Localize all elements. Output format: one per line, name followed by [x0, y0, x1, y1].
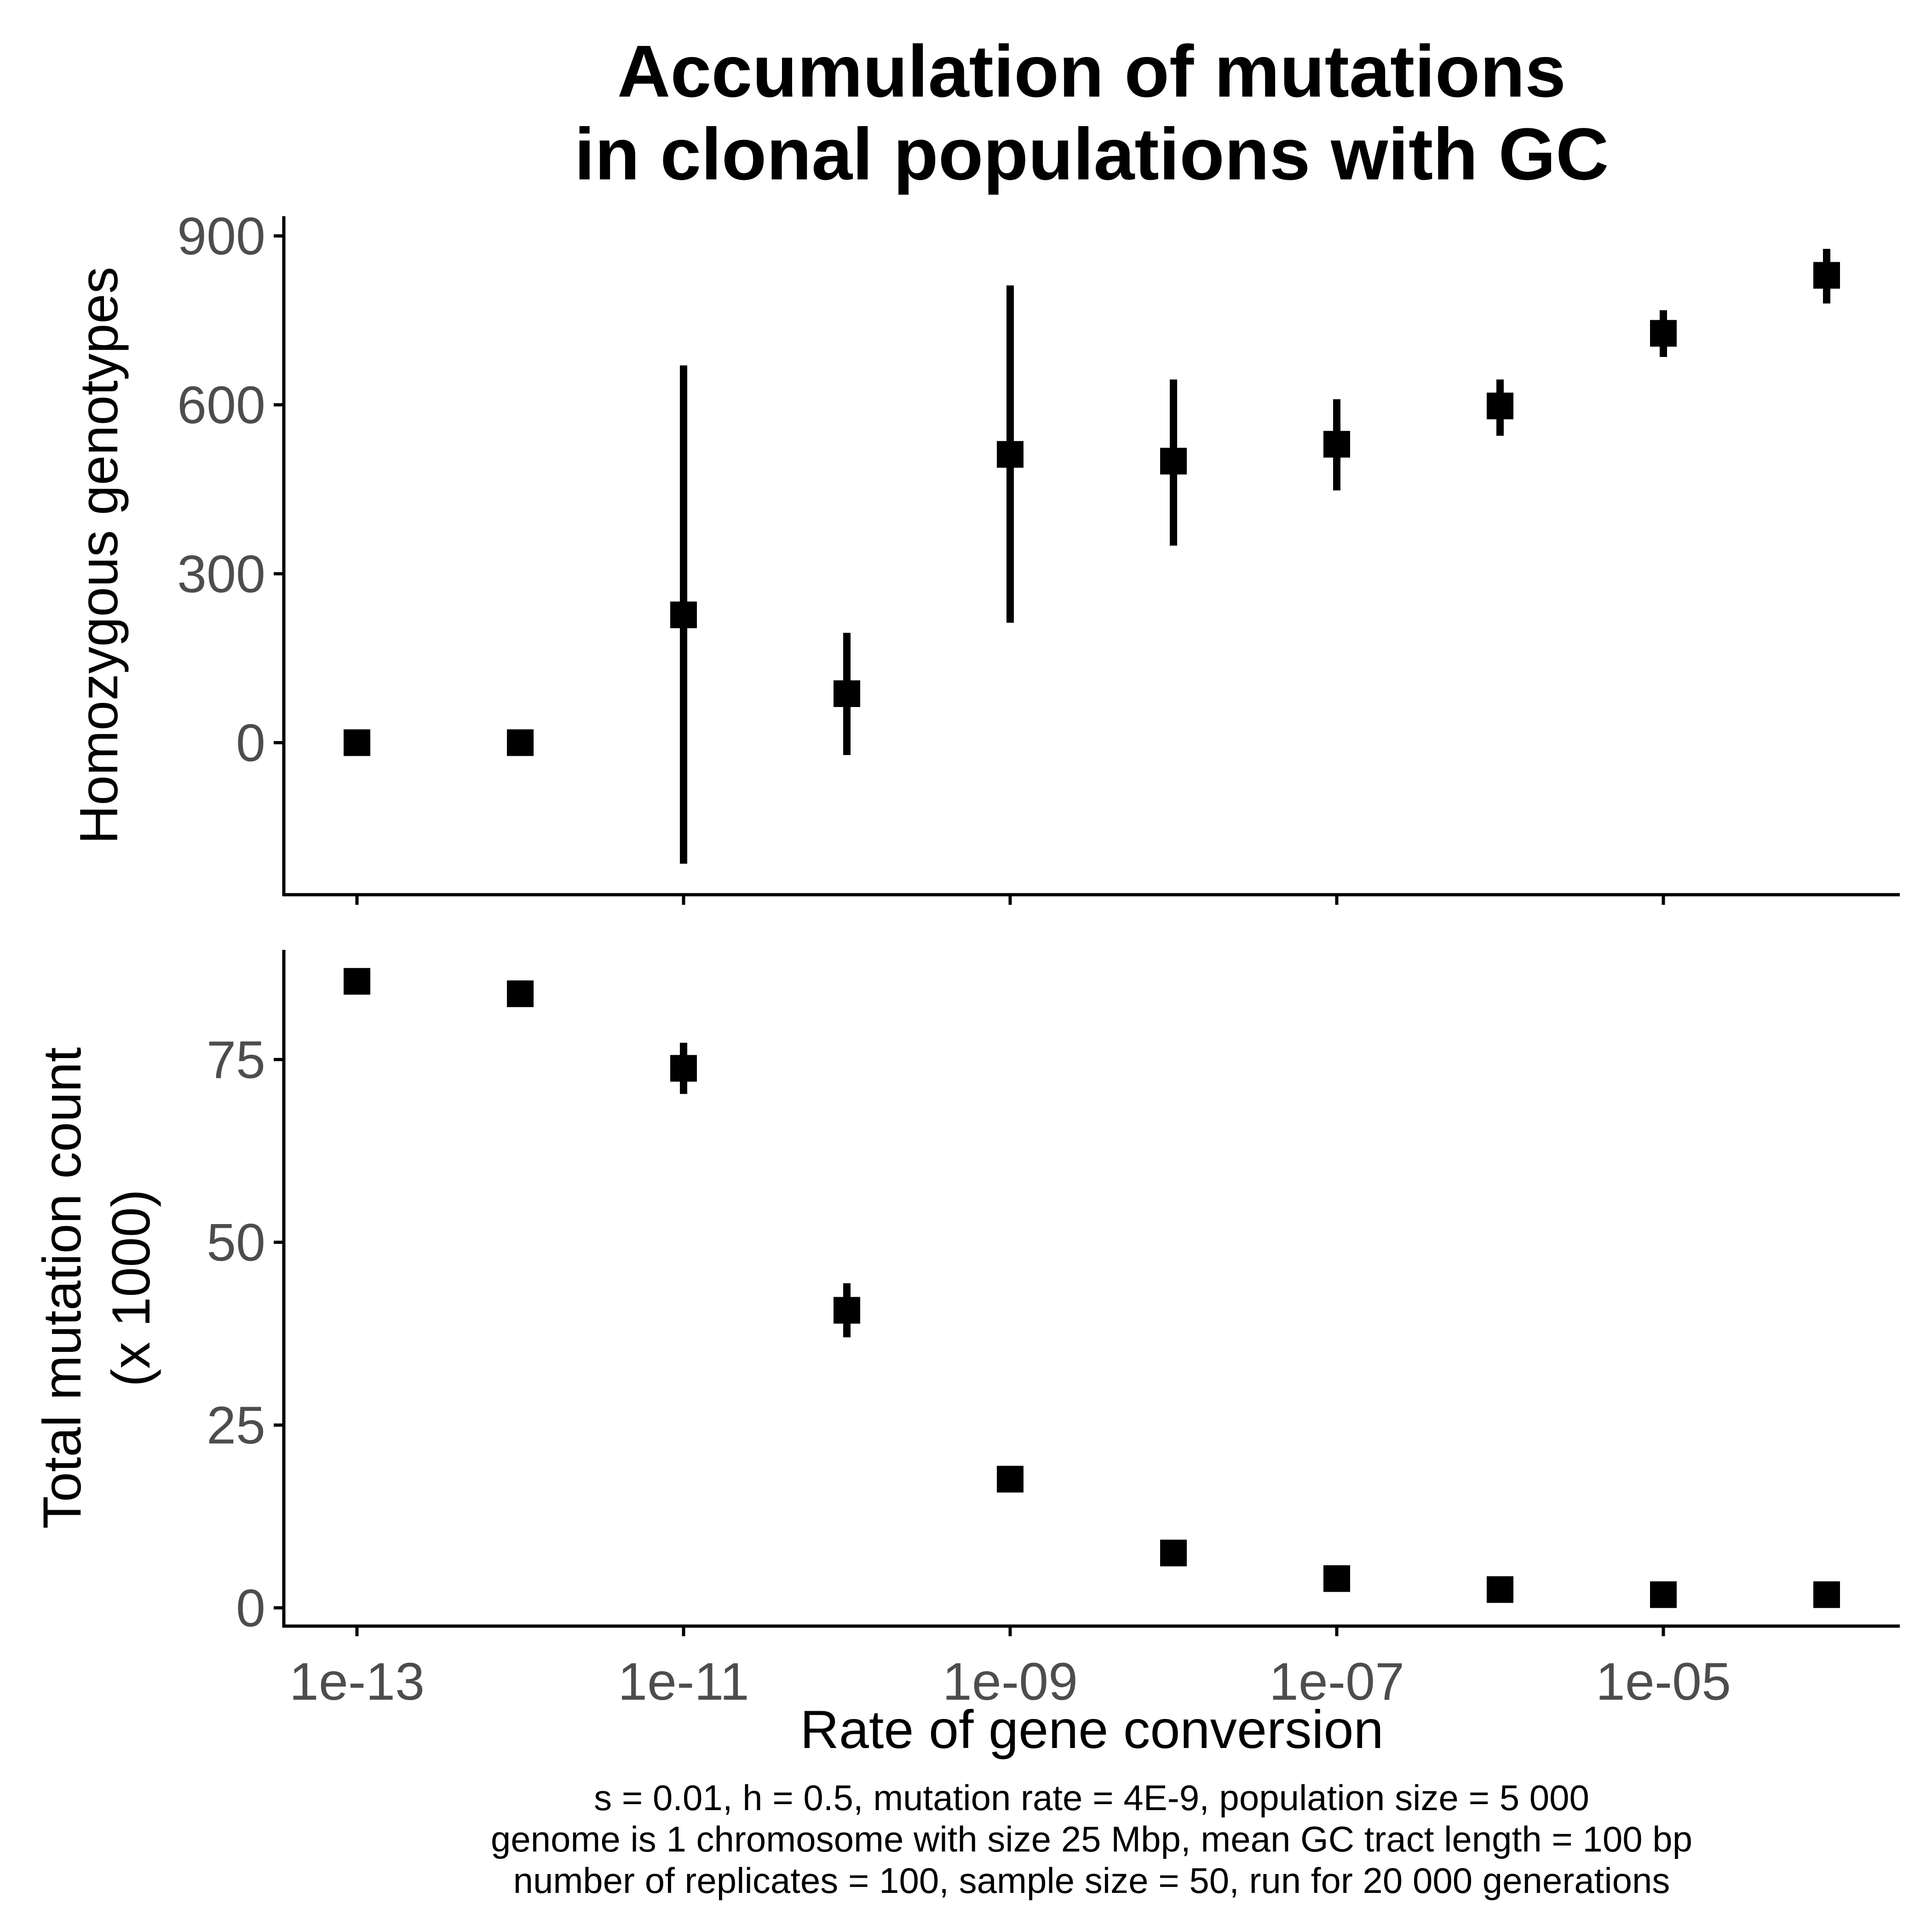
bottom-y-axis-title-line-2: (x 1000)	[101, 1189, 161, 1386]
top-data-point	[507, 729, 534, 756]
panel-bottom: 0 25 50 75 1e-13 1e-11 1e-09 1e-07 1e-05 Total mu…	[32, 950, 1900, 1760]
bottom-data-point	[1487, 1576, 1513, 1603]
top-y-tick-label: 600	[177, 376, 265, 435]
top-y-axis-title: Homozygous genotypes	[69, 267, 129, 844]
top-data-point	[1323, 431, 1350, 458]
bottom-x-tick-label: 1e-13	[289, 1652, 425, 1711]
caption-line-2: genome is 1 chromosome with size 25 Mbp,…	[491, 1819, 1692, 1859]
caption-line-3: number of replicates = 100, sample size …	[513, 1860, 1670, 1901]
top-y-tick-label: 300	[177, 545, 265, 604]
top-data-point	[997, 441, 1024, 468]
top-data-point	[1160, 448, 1187, 475]
top-data-point	[1650, 320, 1677, 347]
bottom-data-point	[997, 1466, 1024, 1493]
caption-line-1: s = 0.01, h = 0.5, mutation rate = 4E-9,…	[594, 1777, 1589, 1818]
top-data-point	[1813, 262, 1840, 289]
bottom-data-point	[344, 968, 370, 995]
top-data-point	[834, 680, 860, 707]
bottom-data-point	[670, 1055, 697, 1082]
bottom-y-tick-label: 50	[207, 1213, 265, 1272]
bottom-data-point	[1160, 1540, 1187, 1567]
bottom-data-point	[1323, 1565, 1350, 1592]
bottom-data-point	[1813, 1581, 1840, 1608]
bottom-x-axis-title: Rate of gene conversion	[800, 1699, 1383, 1760]
top-data-point	[1487, 392, 1513, 420]
bottom-y-tick-label: 25	[207, 1396, 265, 1455]
bottom-data-point	[1650, 1581, 1677, 1608]
bottom-data-point	[834, 1297, 860, 1324]
top-data-point	[344, 729, 370, 756]
bottom-x-tick-label: 1e-07	[1269, 1652, 1404, 1711]
chart-title-line-2: in clonal populations with GC	[575, 113, 1609, 195]
bottom-x-tick-label: 1e-05	[1596, 1652, 1731, 1711]
top-y-tick-label: 900	[177, 207, 265, 266]
panel-top: 0 300 600 900 Homozygous genotypes	[69, 207, 1900, 905]
bottom-data-point	[507, 980, 534, 1007]
bottom-y-tick-label: 75	[207, 1030, 265, 1089]
bottom-x-tick-label: 1e-11	[618, 1652, 749, 1711]
bottom-y-tick-label: 0	[236, 1579, 265, 1638]
chart-title-line-1: Accumulation of mutations	[617, 30, 1566, 112]
top-y-tick-label: 0	[236, 714, 265, 773]
bottom-y-axis-title-line-1: Total mutation count	[32, 1047, 92, 1529]
bottom-x-tick-label: 1e-09	[943, 1652, 1078, 1711]
top-data-point	[670, 601, 697, 628]
